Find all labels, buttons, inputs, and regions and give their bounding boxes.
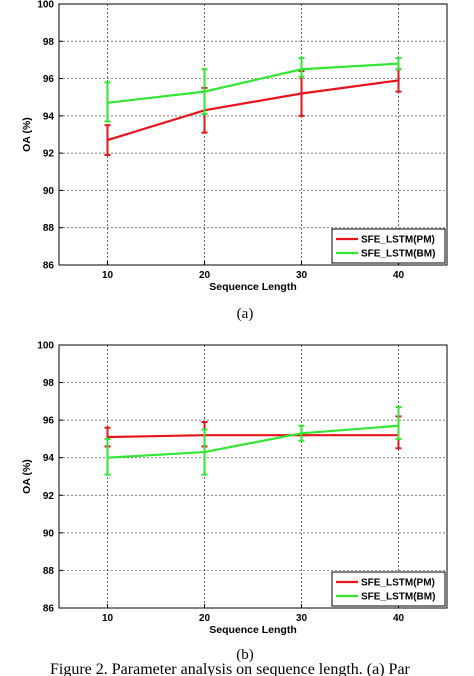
series-line [107,79,399,142]
legend-label: SFE_LSTM(BM) [361,249,435,260]
series-line [107,62,399,104]
subfigure-caption: (a) [237,306,254,322]
y-axis-label: OA (%) [21,117,33,152]
chart-b: 86 88 90 92 94 96 98 100 10 20 30 40 Sequence Length… [21,341,448,663]
y-tick-label: 86 [43,604,55,615]
legend-label: SFE_LSTM(BM) [361,592,435,603]
y-tick-label: 90 [43,528,55,539]
x-tick-label: 30 [296,613,308,624]
legend: SFE_LSTM(PM) SFE_LSTM(BM) [331,228,446,264]
x-axis-label: Sequence Length [209,624,297,636]
chart-a: 86 88 90 92 94 96 98 100 10 20 30 40 Sequence Length… [21,0,448,322]
y-tick-label: 92 [43,491,55,502]
figure-caption: Figure 2. Parameter analysis on sequence… [50,661,411,676]
x-tick-label: 10 [102,270,114,281]
y-tick-label: 98 [43,378,55,389]
y-tick-label: 96 [43,74,55,85]
x-tick-label: 20 [199,270,211,281]
series-bm [104,405,402,476]
y-tick-label: 94 [43,111,55,122]
x-tick-label: 20 [199,613,211,624]
y-tick-label: 90 [43,186,55,197]
legend-label: SFE_LSTM(PM) [361,235,435,246]
series-bm [104,57,402,123]
x-tick-label: 30 [296,270,308,281]
y-tick-label: 88 [43,566,55,577]
y-tick-label: 92 [43,149,55,160]
y-tick-label: 100 [37,0,54,11]
x-tick-label: 40 [393,613,405,624]
y-tick-label: 86 [43,261,55,272]
legend-box [331,228,446,264]
legend: SFE_LSTM(PM) SFE_LSTM(BM) [331,571,446,607]
y-tick-label: 96 [43,416,55,427]
y-axis-label: OA (%) [21,459,33,494]
axes-frame [58,344,448,609]
subfigure-caption: (b) [236,647,254,663]
legend-box [331,571,446,607]
axes-frame [58,3,448,266]
y-tick-label: 100 [37,341,54,352]
y-tick-label: 98 [43,37,55,48]
series-line [107,424,399,459]
plot-area [59,345,447,608]
x-axis-label: Sequence Length [209,281,297,293]
y-tick-label: 88 [43,223,55,234]
x-tick-label: 40 [393,270,405,281]
legend-label: SFE_LSTM(PM) [361,578,435,589]
y-tick-label: 94 [43,453,55,464]
x-tick-label: 10 [102,613,114,624]
plot-area [59,4,447,265]
series-line [107,434,399,439]
